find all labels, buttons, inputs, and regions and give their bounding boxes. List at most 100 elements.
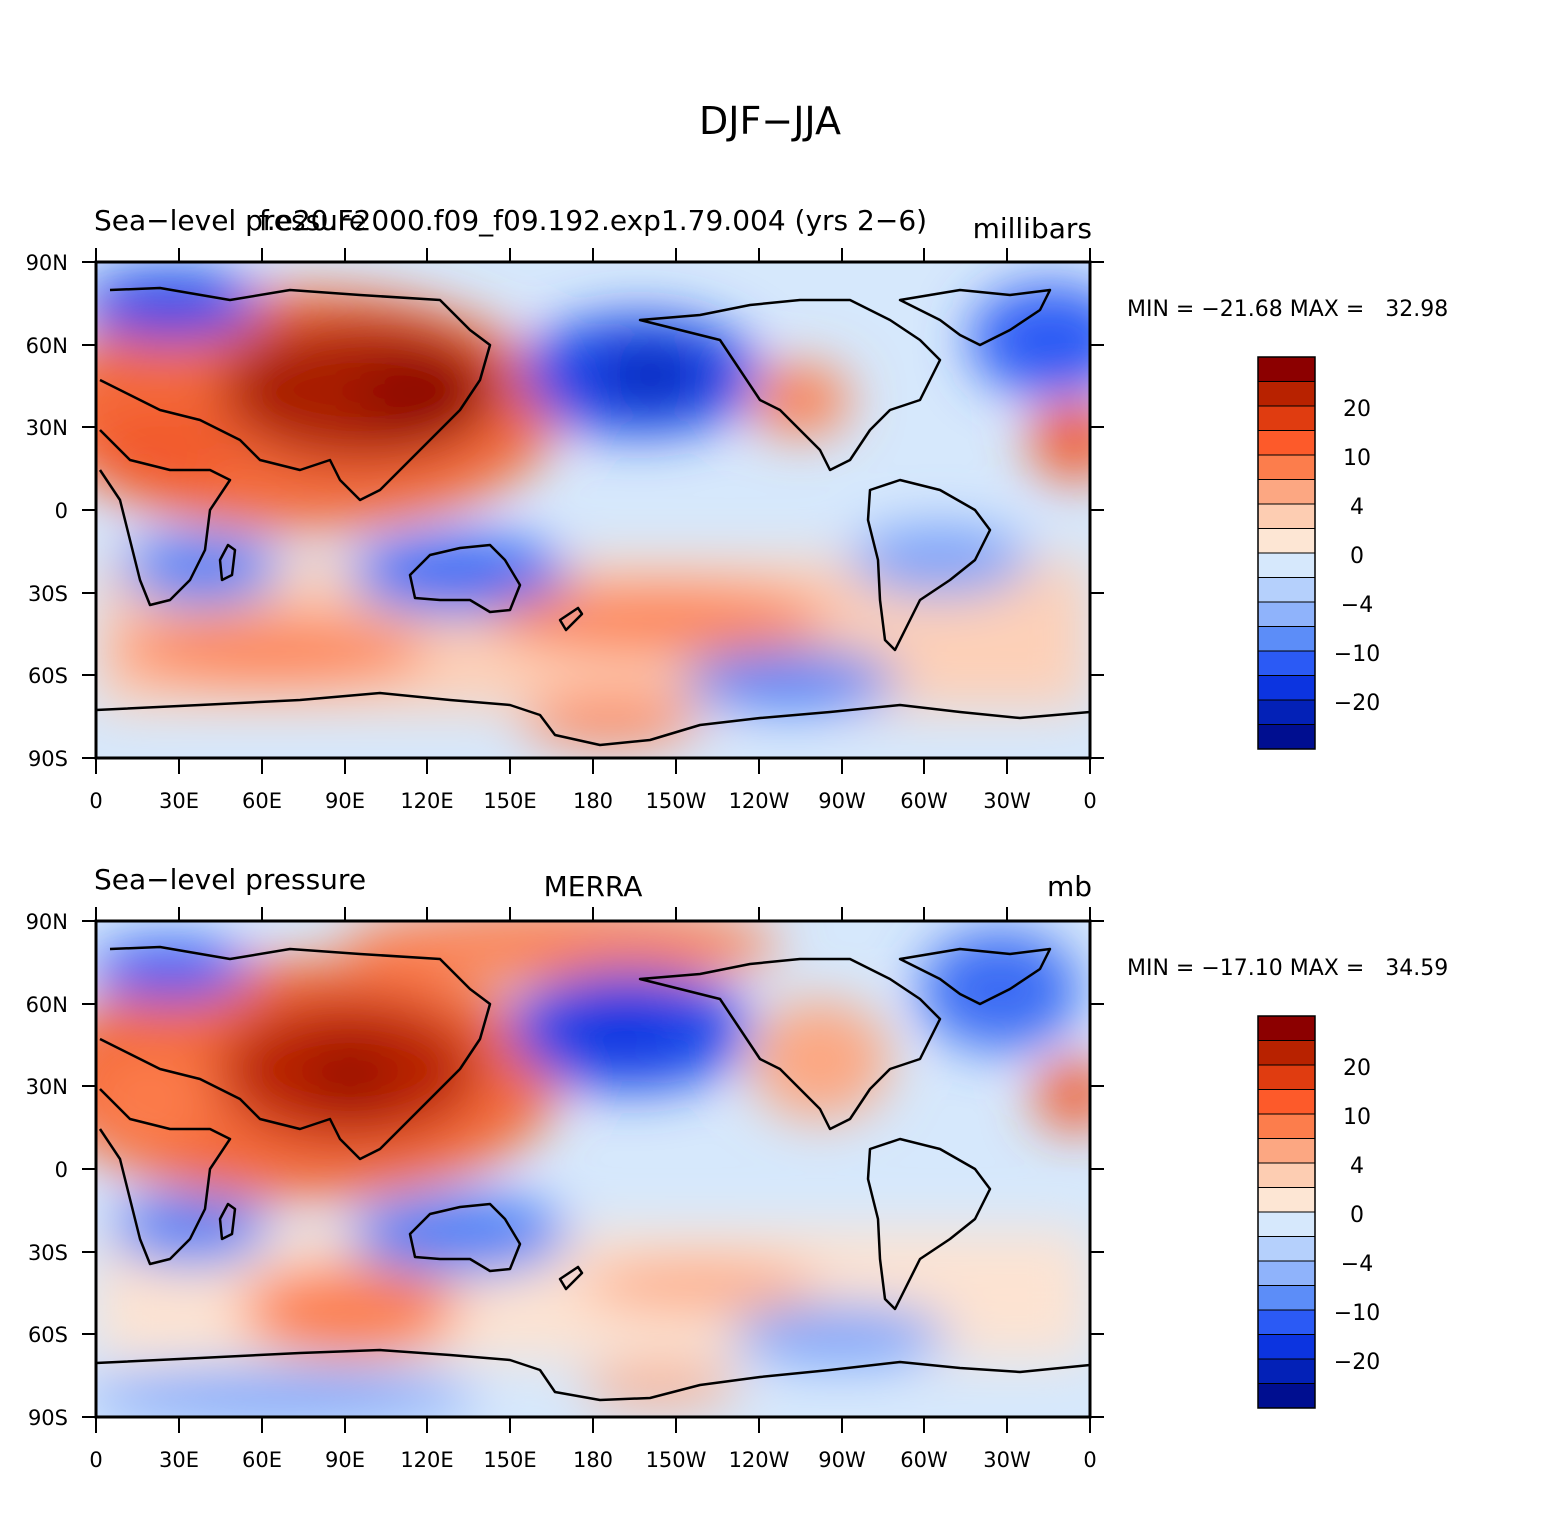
colorbar-label: −4 [1341,593,1373,618]
latitude-labels: 90N 60N 30N 0 30S 60S 90S [26,910,68,1430]
lon-label: 90W [818,789,866,813]
continent-outlines [96,286,1090,747]
lon-label: 90E [325,1448,365,1472]
colorbar-swatch [1257,405,1316,431]
colorbar-swatch [1257,1015,1316,1041]
lat-label: 0 [55,1158,68,1182]
slp-anomaly-field [96,262,1090,758]
colorbar-obs: 20 10 4 0 −4 −10 −20 [1257,1015,1380,1409]
colorbar-swatch [1257,1138,1316,1164]
lon-label: 0 [89,789,102,813]
colorbar-label: 0 [1350,1203,1364,1228]
colorbar-swatch [1257,675,1316,701]
colorbar-swatch [1257,650,1316,676]
lon-label: 0 [1083,789,1096,813]
lat-label: 30S [28,582,68,606]
colorbar-label: −4 [1341,1252,1373,1277]
lat-label: 60N [26,334,68,358]
lon-label: 150W [646,789,707,813]
lon-label: 180 [573,1448,613,1472]
colorbar-swatch [1257,552,1316,578]
lon-label: 30W [983,1448,1031,1472]
lon-label: 150E [483,789,536,813]
lat-label: 60S [28,664,68,688]
slp-anomaly-field [96,921,1090,1417]
lon-label: 120E [400,789,453,813]
lat-label: 90S [28,1406,68,1430]
lon-label: 30E [159,1448,199,1472]
lon-label: 180 [573,789,613,813]
longitude-labels: 0 30E 60E 90E 120E 150E 180 150W 120W 90… [89,789,1096,813]
colorbar-swatch [1257,577,1316,603]
colorbar-label: −10 [1334,642,1380,667]
panel-obs-left-title: Sea−level pressure [94,863,366,896]
map-frame [82,248,1104,774]
panel-obs-units: mb [1047,870,1092,903]
colorbar-swatch [1257,601,1316,627]
colorbar-label: 4 [1350,495,1364,520]
lon-label: 60E [242,789,282,813]
colorbar-label: −20 [1334,1350,1380,1375]
colorbar-swatch [1257,454,1316,480]
figure-title: DJF−JJA [699,99,841,143]
lon-label: 30E [159,789,199,813]
panel-obs-center-title: MERRA [544,870,643,903]
lon-label: 60W [900,1448,948,1472]
lat-label: 30S [28,1241,68,1265]
colorbar-swatch [1257,1334,1316,1360]
colorbar-label: 0 [1350,544,1364,569]
panel-model: Sea−level pressure f.e20.F2000.f09_f09.1… [26,204,1449,813]
colorbar-label: 10 [1343,446,1371,471]
latitude-labels: 90N 60N 30N 0 30S 60S 90S [26,251,68,771]
lon-label: 30W [983,789,1031,813]
lon-label: 0 [89,1448,102,1472]
colorbar-swatch [1257,1211,1316,1237]
colorbar-swatch [1257,356,1316,382]
colorbar-swatch [1257,1089,1316,1115]
panel-model-min-max: MIN = −21.68 MAX = 32.98 [1127,297,1448,322]
lat-label: 90N [26,251,68,275]
colorbar-swatch [1257,381,1316,407]
colorbar-model: 20 10 4 0 −4 −10 −20 [1257,356,1380,750]
lat-label: 30N [26,1075,68,1099]
colorbar-swatch [1257,479,1316,505]
lon-label: 90W [818,1448,866,1472]
colorbar-swatch [1257,724,1316,750]
lat-label: 30N [26,416,68,440]
colorbar-label: 10 [1343,1105,1371,1130]
colorbar-swatch [1257,1187,1316,1213]
colorbar-swatch [1257,430,1316,456]
lon-label: 0 [1083,1448,1096,1472]
colorbar-swatch [1257,1113,1316,1139]
panel-model-left-title: Sea−level pressure [94,204,366,237]
colorbar-swatch [1257,1162,1316,1188]
lon-label: 90E [325,789,365,813]
colorbar-label: 4 [1350,1154,1364,1179]
lon-label: 120E [400,1448,453,1472]
colorbar-swatch [1257,626,1316,652]
continent-outlines [96,945,1090,1402]
panel-obs: Sea−level pressure MERRA mb [26,863,1449,1472]
lat-label: 60N [26,993,68,1017]
lat-label: 0 [55,499,68,523]
lat-label: 90N [26,910,68,934]
colorbar-label: 20 [1343,397,1371,422]
lon-label: 60E [242,1448,282,1472]
map-frame [82,907,1104,1433]
colorbar-swatch [1257,1383,1316,1409]
colorbar-swatch [1257,1358,1316,1384]
panel-obs-min-max: MIN = −17.10 MAX = 34.59 [1127,956,1448,981]
panel-model-units: millibars [973,212,1092,245]
colorbar-swatch [1257,1285,1316,1311]
colorbar-swatch [1257,1064,1316,1090]
lon-label: 120W [729,789,790,813]
panel-model-center-title: f.e20.F2000.f09_f09.192.exp1.79.004 (yrs… [259,204,927,237]
longitude-labels: 0 30E 60E 90E 120E 150E 180 150W 120W 90… [89,1448,1096,1472]
colorbar-swatch [1257,1260,1316,1286]
lat-label: 60S [28,1323,68,1347]
colorbar-label: −10 [1334,1301,1380,1326]
lat-label: 90S [28,747,68,771]
colorbar-swatch [1257,1236,1316,1262]
colorbar-swatch [1257,503,1316,529]
